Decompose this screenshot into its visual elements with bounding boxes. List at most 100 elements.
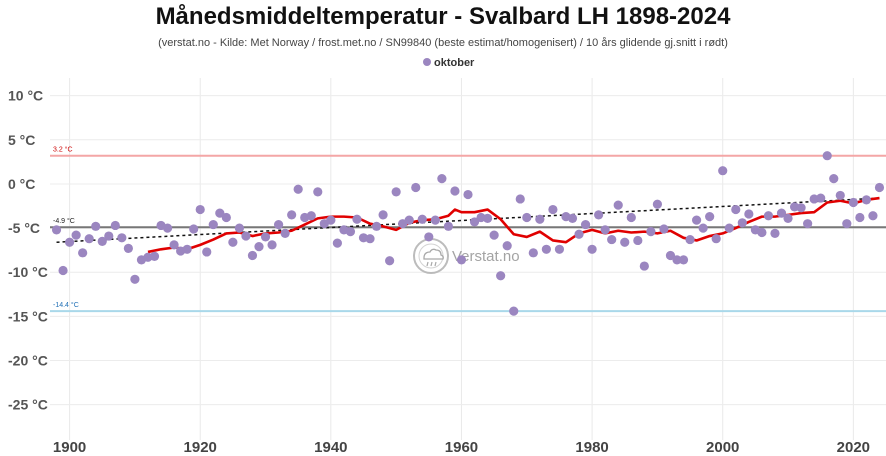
data-point (424, 232, 434, 242)
data-point (737, 218, 747, 228)
data-point (254, 242, 264, 252)
data-point (78, 248, 88, 258)
data-point (633, 235, 643, 246)
data-point (123, 243, 133, 254)
x-tick-label: 1920 (184, 439, 217, 456)
data-point (652, 199, 663, 209)
data-point (757, 227, 767, 238)
data-point (489, 230, 499, 240)
data-points (51, 151, 885, 316)
data-point (731, 204, 741, 215)
data-point (515, 194, 525, 204)
data-point (835, 190, 845, 201)
x-tick-label: 1960 (445, 439, 478, 456)
data-point (698, 223, 708, 233)
data-point (221, 212, 231, 223)
watermark: Verstat.no (413, 238, 520, 274)
legend-marker (423, 58, 431, 66)
data-point (763, 211, 774, 221)
data-point (189, 224, 199, 234)
y-axis-ticks: 10 °C 5 °C 0 °C -5 °C -10 °C -15 °C -20 °C -25 … (8, 88, 48, 413)
data-point (430, 215, 440, 225)
data-point (587, 244, 597, 254)
data-point (502, 241, 512, 251)
data-point (417, 214, 427, 224)
data-point (626, 212, 636, 223)
data-point (443, 221, 454, 231)
data-point (711, 234, 721, 244)
data-point (718, 166, 728, 176)
y-tick-label: -20 °C (8, 353, 48, 369)
data-point (567, 213, 578, 223)
data-point (293, 184, 303, 194)
chart-subtitle: (verstat.no - Kilde: Met Norway / frost.… (158, 37, 728, 49)
data-point (554, 244, 565, 254)
data-point (796, 203, 806, 213)
data-point (371, 221, 382, 231)
data-point (822, 151, 832, 161)
data-point (378, 210, 388, 220)
data-point (691, 215, 702, 225)
data-point (404, 215, 414, 225)
y-tick-label: 10 °C (8, 88, 43, 104)
data-point (202, 247, 212, 257)
data-point (482, 213, 493, 223)
data-point (705, 212, 715, 222)
data-point (110, 220, 120, 231)
data-point (744, 209, 754, 219)
chart-title: Månedsmiddeltemperatur - Svalbard LH 189… (156, 3, 732, 30)
data-point (829, 174, 839, 184)
data-point (469, 217, 480, 227)
y-tick-label: -15 °C (8, 308, 48, 324)
data-point (267, 240, 277, 250)
reference-lines: 3.2 °C -4.9 °C -14.4 °C (50, 146, 886, 313)
data-point (594, 210, 604, 220)
data-point (97, 236, 107, 246)
data-point (496, 271, 506, 281)
data-point (548, 204, 558, 215)
legend[interactable]: oktober (423, 57, 475, 69)
data-point (208, 219, 218, 230)
data-point (169, 240, 179, 250)
data-point (91, 221, 101, 231)
data-point (260, 232, 271, 242)
data-point (117, 233, 127, 243)
data-point (620, 237, 630, 247)
data-point (685, 234, 695, 245)
data-point (332, 238, 342, 248)
data-point (228, 237, 238, 247)
x-tick-label: 1940 (314, 439, 347, 456)
watermark-text: Verstat.no (452, 248, 520, 265)
data-point (64, 237, 75, 247)
data-point (600, 225, 610, 235)
data-point (162, 223, 173, 233)
data-point (874, 182, 885, 193)
data-point (613, 200, 623, 210)
data-point (855, 212, 865, 223)
data-point (273, 219, 284, 230)
data-point (665, 250, 676, 261)
data-point (450, 186, 460, 196)
data-point (182, 244, 192, 254)
trend-line (56, 197, 880, 243)
data-point (195, 204, 205, 215)
data-point (724, 223, 734, 233)
data-point (672, 255, 682, 265)
data-point (770, 228, 780, 238)
data-point (528, 248, 538, 258)
data-point (385, 256, 395, 266)
data-point (816, 193, 826, 203)
data-point (463, 189, 473, 200)
data-point (58, 265, 68, 276)
data-point (352, 214, 362, 224)
x-axis-ticks: 1900 1920 1940 1960 1980 2000 2020 (53, 439, 870, 456)
y-tick-label: -5 °C (8, 220, 40, 236)
data-point (365, 234, 375, 244)
data-point (456, 255, 467, 265)
data-point (522, 212, 532, 223)
data-point (84, 234, 94, 244)
data-point (848, 197, 858, 208)
x-tick-label: 2020 (837, 439, 870, 456)
legend-label: oktober (434, 57, 475, 69)
